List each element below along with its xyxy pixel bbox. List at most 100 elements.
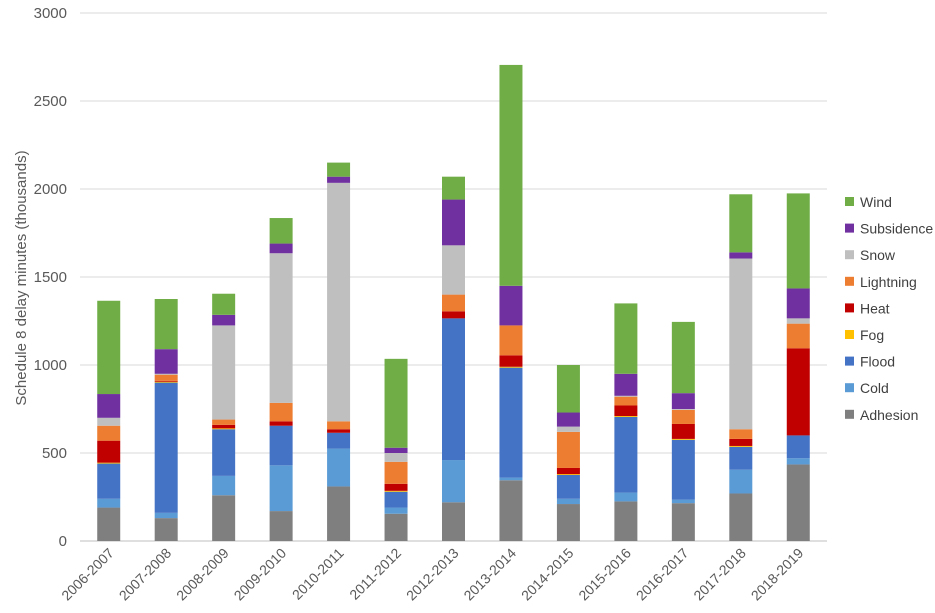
bar-wind-2006-2007 — [97, 300, 121, 395]
y-tick-label: 1500 — [34, 269, 67, 286]
bar-fog-2016-2017 — [671, 438, 695, 440]
bar-snow-2007-2008 — [154, 373, 178, 375]
bar-lightning-2008-2009 — [212, 419, 236, 425]
bar-snow-2017-2018 — [729, 258, 753, 430]
bar-cold-2010-2011 — [327, 448, 351, 487]
bar-adhesion-2013-2014 — [499, 480, 523, 541]
bar-wind-2014-2015 — [556, 365, 580, 413]
bar-lightning-2014-2015 — [556, 431, 580, 468]
bar-adhesion-2006-2007 — [97, 507, 121, 541]
y-tick-label: 1000 — [34, 357, 67, 374]
bar-heat-2015-2016 — [614, 405, 638, 417]
bar-wind-2016-2017 — [671, 321, 695, 394]
legend-label-lightning: Lightning — [860, 274, 917, 290]
bar-flood-2015-2016 — [614, 416, 638, 493]
x-tick-label: 2017-2018 — [690, 545, 749, 604]
bar-cold-2011-2012 — [384, 507, 408, 514]
bar-fog-2014-2015 — [556, 474, 580, 475]
bar-snow-2018-2019 — [786, 318, 810, 324]
legend-label-snow: Snow — [860, 247, 896, 263]
y-tick-label: 2000 — [34, 181, 67, 198]
bar-subsidence-2008-2009 — [212, 314, 236, 326]
bar-lightning-2010-2011 — [327, 421, 351, 430]
x-tick-label: 2006-2007 — [58, 545, 117, 604]
bar-lightning-2017-2018 — [729, 429, 753, 439]
x-tick-label: 2016-2017 — [633, 545, 692, 604]
bar-cold-2015-2016 — [614, 492, 638, 502]
legend: Wind Subsidence Snow Lightning Heat Fog Flood C… — [845, 194, 933, 423]
bar-adhesion-2018-2019 — [786, 464, 810, 541]
bar-cold-2017-2018 — [729, 469, 753, 494]
bar-heat-2012-2013 — [442, 311, 465, 319]
bar-flood-2012-2013 — [442, 318, 465, 461]
bar-wind-2011-2012 — [384, 358, 408, 448]
bar-flood-2009-2010 — [269, 425, 293, 466]
bar-adhesion-2012-2013 — [442, 502, 465, 541]
bar-subsidence-2006-2007 — [97, 394, 121, 418]
bar-snow-2015-2016 — [614, 395, 638, 397]
y-tick-label: 2500 — [34, 93, 67, 110]
legend-label-subsidence: Subsidence — [860, 221, 933, 237]
bar-lightning-2018-2019 — [786, 323, 810, 349]
bar-snow-2014-2015 — [556, 426, 580, 432]
legend-swatch-flood — [845, 356, 854, 366]
bar-cold-2009-2010 — [269, 465, 293, 512]
legend-swatch-heat — [845, 303, 854, 313]
bar-fog-2017-2018 — [729, 445, 753, 447]
y-tick-label: 0 — [59, 533, 67, 550]
legend-label-heat: Heat — [860, 300, 890, 316]
bar-heat-2006-2007 — [97, 440, 121, 463]
bar-wind-2015-2016 — [614, 303, 638, 374]
y-tick-label: 3000 — [34, 5, 67, 22]
bar-subsidence-2013-2014 — [499, 285, 523, 326]
legend-swatch-subsidence — [845, 223, 854, 233]
x-tick-label: 2014-2015 — [518, 545, 577, 604]
bar-subsidence-2018-2019 — [786, 288, 810, 319]
bar-heat-2008-2009 — [212, 424, 236, 429]
bar-heat-2009-2010 — [269, 421, 293, 426]
bar-subsidence-2010-2011 — [327, 176, 351, 183]
legend-swatch-wind — [845, 197, 854, 206]
bar-adhesion-2016-2017 — [671, 503, 695, 541]
bar-snow-2010-2011 — [327, 182, 351, 422]
bar-cold-2013-2014 — [499, 477, 523, 481]
bar-heat-2016-2017 — [671, 423, 695, 439]
legend-label-adhesion: Adhesion — [860, 407, 918, 423]
bar-flood-2007-2008 — [154, 382, 178, 513]
x-tick-label: 2015-2016 — [575, 545, 634, 604]
x-tick-label: 2010-2011 — [289, 545, 347, 603]
bar-wind-2012-2013 — [442, 176, 465, 200]
legend-label-wind: Wind — [860, 194, 892, 210]
bar-cold-2018-2019 — [786, 458, 810, 465]
bar-adhesion-2007-2008 — [154, 518, 178, 541]
bar-snow-2016-2017 — [671, 409, 695, 410]
bar-heat-2010-2011 — [327, 429, 351, 433]
bar-snow-2009-2010 — [269, 253, 293, 403]
bar-adhesion-2008-2009 — [212, 495, 236, 541]
y-tick-label: 500 — [42, 445, 67, 462]
bar-wind-2017-2018 — [729, 194, 753, 253]
bar-fog-2011-2012 — [384, 490, 408, 492]
bar-flood-2017-2018 — [729, 446, 753, 470]
bar-wind-2010-2011 — [327, 162, 351, 177]
bar-subsidence-2017-2018 — [729, 252, 753, 259]
bar-flood-2013-2014 — [499, 367, 523, 478]
x-tick-label: 2007-2008 — [116, 545, 175, 604]
bar-flood-2014-2015 — [556, 475, 580, 499]
bar-snow-2011-2012 — [384, 453, 408, 462]
legend-swatch-fog — [845, 330, 854, 339]
bar-heat-2011-2012 — [384, 483, 408, 491]
bar-lightning-2011-2012 — [384, 461, 408, 484]
x-tick-label: 2012-2013 — [403, 545, 462, 604]
bar-flood-2018-2019 — [786, 435, 810, 459]
bar-subsidence-2011-2012 — [384, 447, 408, 453]
bar-subsidence-2012-2013 — [442, 199, 465, 246]
legend-label-cold: Cold — [860, 380, 889, 396]
legend-label-fog: Fog — [860, 327, 884, 343]
bar-flood-2008-2009 — [212, 429, 236, 476]
bar-lightning-2015-2016 — [614, 396, 638, 406]
bar-lightning-2016-2017 — [671, 409, 695, 424]
x-tick-label: 2013-2014 — [460, 545, 519, 604]
